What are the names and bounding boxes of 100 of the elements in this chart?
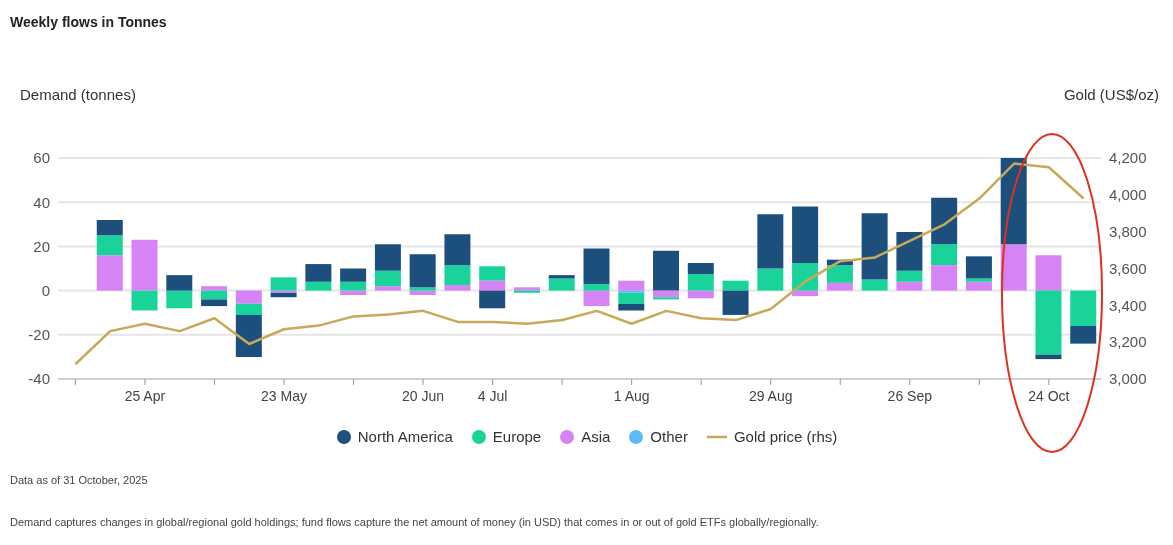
bar: [1000, 244, 1027, 291]
bar: [340, 268, 367, 282]
bar: [583, 248, 610, 284]
x-tick-label: 25 Apr: [124, 388, 166, 404]
line-series: [74, 162, 1085, 366]
text: Data as of 31 October, 2025: [10, 474, 149, 487]
text: Demand captures changes in global/regional gold holdings; fund flows capture the net amount of money (in USD) that comes in or out of gold ETFs globally/regionally.: [10, 516, 820, 529]
bar: [270, 290, 297, 293]
y-axis-title: Demand (tonnes): [20, 86, 136, 103]
y2-tick-label: 3,800: [1109, 222, 1147, 240]
bar: [1035, 290, 1062, 355]
bar: [235, 303, 262, 315]
x-tick-label: 24 Oct: [1028, 388, 1070, 404]
bar: [792, 206, 819, 263]
bar: [131, 290, 158, 311]
bar: [340, 290, 367, 296]
bar: [826, 265, 853, 283]
bar: [305, 281, 332, 291]
bar: [931, 197, 958, 245]
bar: [1035, 354, 1062, 360]
bar: [965, 278, 992, 282]
x-tick-label: 20 Jun: [402, 388, 445, 404]
legend-label: North America: [357, 428, 453, 445]
bar: [96, 235, 123, 256]
bar: [896, 232, 923, 271]
bar: [374, 244, 401, 271]
bar: [618, 290, 645, 293]
bar: [687, 290, 714, 299]
bar: [861, 279, 888, 291]
bar: [1070, 290, 1097, 326]
bar: [444, 265, 471, 286]
bar: [896, 281, 923, 291]
bar: [201, 290, 228, 300]
bar: [479, 290, 506, 309]
bar: [201, 286, 228, 291]
bar: [374, 286, 401, 291]
bar: [96, 255, 123, 291]
bar: [444, 285, 471, 291]
y2-tick-label: 3,200: [1109, 333, 1147, 351]
y-tick-label: 0: [41, 281, 50, 299]
x-tick-label: 1 Aug: [613, 388, 650, 404]
bar: [166, 290, 193, 309]
bar: [96, 219, 123, 236]
bar: [479, 280, 506, 291]
bar: [931, 265, 958, 291]
bar: [965, 281, 992, 291]
bar: [965, 256, 992, 279]
bar: [444, 234, 471, 266]
bar: [618, 280, 645, 291]
y-tick-label: 20: [33, 237, 50, 255]
bar: [653, 297, 680, 300]
bar: [757, 214, 784, 269]
bar: [722, 280, 749, 291]
bar: [201, 299, 228, 307]
y-tick-label: 40: [33, 193, 50, 211]
bar: [340, 281, 367, 291]
y-tick-label: 60: [33, 149, 50, 167]
bar: [583, 283, 610, 291]
x-tick-label: 26 Sep: [887, 388, 933, 404]
bar: [479, 266, 506, 281]
bar: [548, 278, 575, 291]
bar: [653, 290, 680, 298]
bar: [618, 292, 645, 304]
legend-label: Other: [650, 428, 688, 445]
y2-tick-label: 3,600: [1109, 259, 1147, 277]
legend-label: Gold price (rhs): [733, 428, 838, 445]
bar: [548, 275, 575, 279]
bar: [374, 270, 401, 287]
chart-title: Weekly flows in Tonnes: [10, 14, 167, 30]
bar: [270, 277, 297, 291]
bar: [1035, 255, 1062, 291]
legend-label: Asia: [581, 428, 611, 445]
x-tick-label: 4 Jul: [477, 388, 508, 404]
bar: [861, 213, 888, 280]
y2-tick-label: 4,000: [1109, 186, 1147, 204]
bar: [166, 275, 193, 291]
bar: [409, 287, 436, 291]
x-tick-label: 23 May: [261, 388, 307, 404]
y2-tick-label: 3,000: [1109, 370, 1147, 388]
bar: [270, 292, 297, 298]
bar: [235, 290, 262, 304]
bar: [1070, 325, 1097, 344]
bar: [409, 254, 436, 288]
bar: [409, 290, 436, 296]
bar: [826, 282, 853, 291]
bar: [305, 264, 332, 282]
y-tick-label: -20: [28, 326, 50, 344]
y-tick-label: -40: [28, 370, 50, 388]
legend-label: Europe: [492, 428, 542, 445]
bar: [722, 290, 749, 315]
y2-axis-title: Gold (US$/oz): [1063, 86, 1159, 103]
bar: [896, 270, 923, 282]
bar: [687, 262, 714, 275]
y2-tick-label: 4,200: [1109, 149, 1147, 167]
y2-tick-label: 3,400: [1109, 296, 1147, 314]
bar: [653, 250, 680, 291]
bar: [618, 303, 645, 311]
bar: [131, 239, 158, 291]
bar: [235, 314, 262, 357]
bar: [757, 268, 784, 291]
